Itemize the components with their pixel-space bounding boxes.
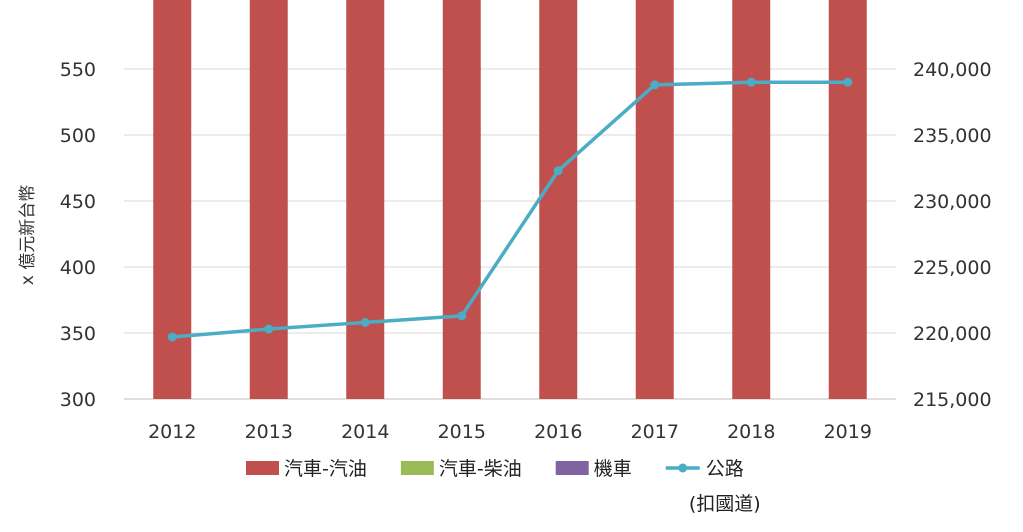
legend-label: 機車 bbox=[594, 458, 632, 480]
y-tick-label: 500 bbox=[60, 125, 96, 147]
road-line-point bbox=[360, 317, 370, 327]
x-tick-label: 2013 bbox=[245, 421, 293, 443]
y-axis-title: x 億元新台幣 bbox=[18, 185, 38, 285]
y-tick-label: 350 bbox=[60, 323, 96, 345]
bar-segment bbox=[346, 0, 385, 400]
y2-tick-label: 220,000 bbox=[913, 323, 992, 345]
road-line-series bbox=[167, 77, 853, 342]
y2-tick-label: 240,000 bbox=[913, 59, 992, 81]
x-tick-label: 2012 bbox=[148, 421, 196, 443]
y-tick-label: 450 bbox=[60, 191, 96, 213]
legend-note: (扣國道) bbox=[689, 493, 761, 515]
road-line bbox=[172, 80, 848, 339]
legend: 汽車-汽油 汽車-柴油 機車 公路 (扣國道) bbox=[246, 458, 761, 515]
y2-tick-label: 215,000 bbox=[913, 389, 992, 411]
bar-segment bbox=[539, 0, 578, 399]
x-tick-label: 2016 bbox=[534, 421, 582, 443]
legend-swatch bbox=[400, 461, 434, 475]
road-line-point bbox=[264, 324, 274, 334]
y2-tick-label: 235,000 bbox=[913, 125, 992, 147]
y-tick-label: 400 bbox=[60, 257, 96, 279]
y2-tick-label: 225,000 bbox=[913, 257, 992, 279]
legend-swatch bbox=[555, 461, 589, 475]
road-line-point bbox=[553, 166, 563, 176]
legend-label: 汽車-汽油 bbox=[284, 458, 367, 480]
bar-segment bbox=[828, 0, 867, 399]
axes: x 億元新台幣 300 215,000 350 220,000 400 225,000 45… bbox=[18, 59, 992, 443]
legend-swatch bbox=[246, 461, 279, 475]
road-line-point bbox=[650, 80, 660, 90]
x-tick-label: 2017 bbox=[631, 421, 679, 443]
road-line-point bbox=[746, 77, 756, 87]
x-tick-label: 2015 bbox=[438, 421, 486, 443]
bar-segment bbox=[732, 0, 771, 400]
y-tick-label: 550 bbox=[60, 59, 96, 81]
bar-segment bbox=[249, 0, 288, 399]
legend-line-marker bbox=[678, 463, 688, 473]
legend-label: 汽車-柴油 bbox=[439, 458, 522, 480]
x-tick-label: 2018 bbox=[727, 421, 775, 443]
y-tick-label: 300 bbox=[60, 389, 96, 411]
y2-tick-label: 230,000 bbox=[913, 191, 992, 213]
road-line-point bbox=[843, 77, 853, 87]
legend-label: 公路 bbox=[706, 458, 744, 480]
gridlines bbox=[124, 68, 896, 400]
bar-segment bbox=[635, 0, 674, 399]
road-line-point bbox=[457, 311, 467, 321]
stacked-bars bbox=[153, 0, 867, 400]
road-line-point bbox=[167, 332, 177, 342]
bar-segment bbox=[442, 0, 481, 399]
x-tick-label: 2019 bbox=[824, 421, 872, 443]
x-tick-label: 2014 bbox=[341, 421, 389, 443]
